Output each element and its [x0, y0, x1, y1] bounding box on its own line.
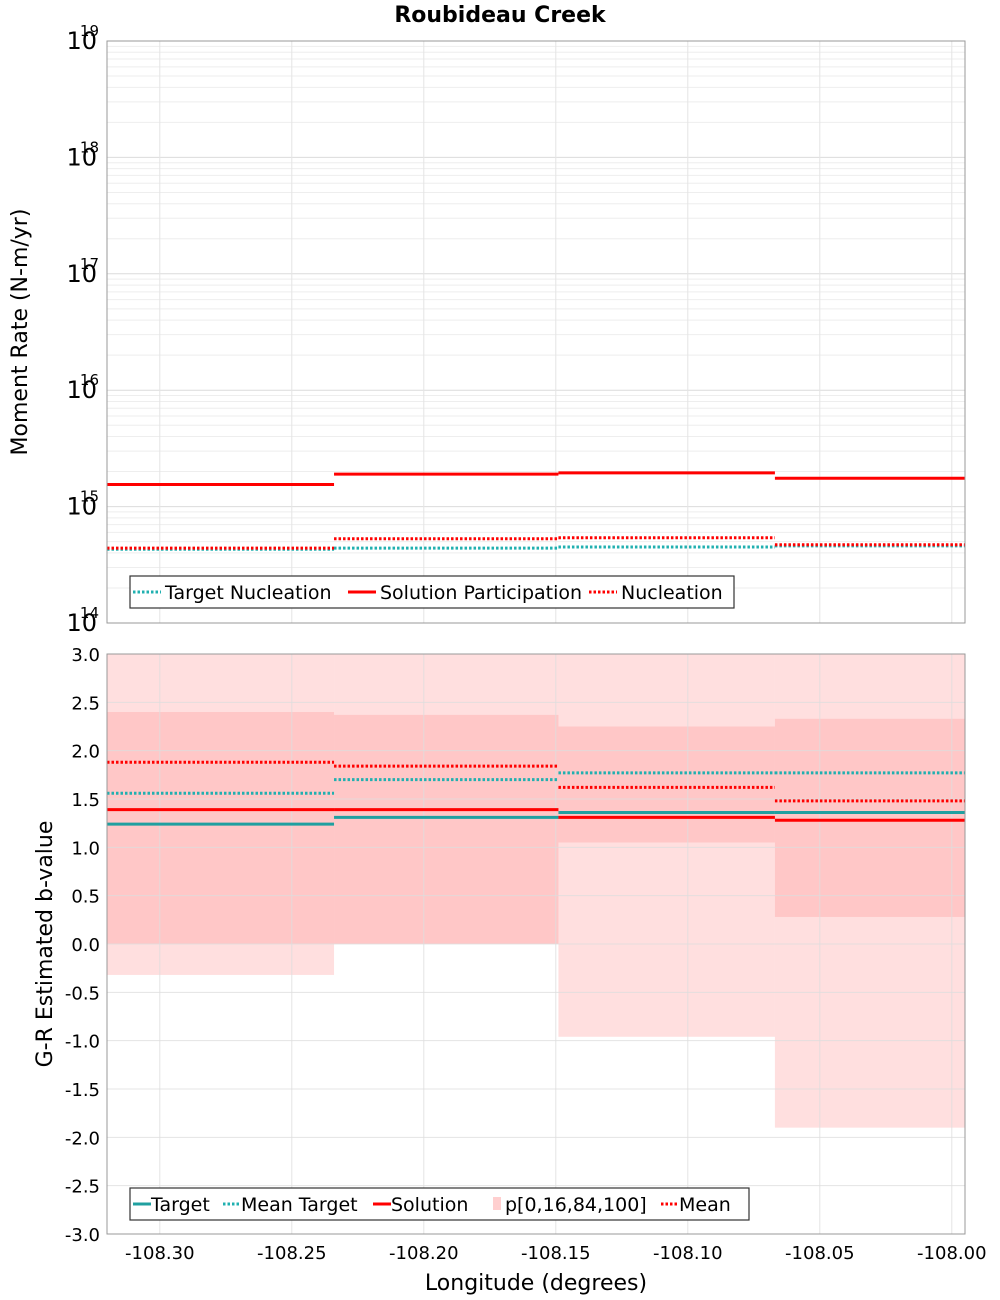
bottom-y-tick-label: -2.5 — [65, 1177, 100, 1198]
top-y-tick-exponent: 15 — [80, 488, 99, 506]
bottom-series-lines — [107, 760, 965, 826]
x-tick-label: -108.25 — [257, 1243, 326, 1264]
top-y-tick-exponent: 18 — [80, 138, 99, 156]
bottom-y-axis-label: G-R Estimated b-value — [33, 821, 58, 1068]
bottom-legend-swatch-percentiles — [493, 1197, 501, 1210]
top-y-tick-exponent: 16 — [80, 371, 99, 389]
top-y-tick-exponent: 14 — [80, 604, 99, 622]
top-legend-box — [129, 575, 735, 609]
bottom-plot-frame — [106, 653, 966, 1235]
top-y-tick-base: 10 — [66, 376, 97, 404]
bottom-legend: Target Mean Target Solution p[0,16,84,100] M… — [129, 1187, 750, 1221]
top-legend-label-target-nucleation: Target Nucleation — [164, 582, 332, 604]
top-y-tick-base: 10 — [66, 27, 97, 55]
top-plot-frame — [106, 40, 966, 624]
bottom-y-tick-label: -0.5 — [65, 983, 100, 1004]
top-y-tick-base: 10 — [66, 260, 97, 288]
top-y-tick-base: 10 — [66, 493, 97, 521]
bottom-y-tick-label: 2.5 — [71, 693, 100, 714]
top-legend-label-nucleation: Nucleation — [621, 582, 723, 604]
bottom-legend-label-mean: Mean — [679, 1194, 731, 1216]
x-tick-label: -108.20 — [389, 1243, 458, 1264]
bottom-legend-label-solution: Solution — [391, 1194, 468, 1216]
top-series-lines — [107, 471, 965, 551]
bottom-y-tick-label: 0.5 — [71, 887, 100, 908]
top-y-tick-exponent: 17 — [80, 255, 99, 273]
bottom-y-tick-label: 1.0 — [71, 838, 100, 859]
band-p16-p84-1 — [107, 712, 335, 944]
bottom-legend-label-target: Target — [150, 1194, 210, 1216]
bottom-legend-label-percentiles: p[0,16,84,100] — [505, 1194, 647, 1216]
top-y-tick-exponent: 19 — [80, 22, 99, 40]
x-tick-label: -108.00 — [917, 1243, 986, 1264]
bottom-y-tick-label: 0.0 — [71, 935, 100, 956]
bottom-y-tick-label: 2.0 — [71, 742, 100, 763]
bottom-y-tick-label: -1.5 — [65, 1080, 100, 1101]
band-p0-p100-4 — [774, 654, 965, 1128]
b-value-panel: -3.0 -2.5 -2.0 -1.5 -1.0 -0.5 0.0 0.5 1.0 1.5 2.0 2… — [33, 645, 987, 1296]
top-gridlines — [107, 41, 965, 624]
x-tick-label: -108.10 — [653, 1243, 722, 1264]
bottom-y-tick-label: -1.0 — [65, 1032, 100, 1053]
band-p0-p100-1 — [107, 654, 335, 975]
bottom-y-tick-label: 3.0 — [71, 645, 100, 666]
bottom-legend-label-mean-target: Mean Target — [241, 1194, 358, 1216]
x-tick-label: -108.15 — [521, 1243, 590, 1264]
top-legend-label-solution-participation: Solution Participation — [380, 582, 582, 604]
top-y-tick-base: 10 — [66, 609, 97, 637]
x-tick-label: -108.05 — [785, 1243, 854, 1264]
x-tick-label: -108.30 — [125, 1243, 194, 1264]
x-tick-labels: -108.30 -108.25 -108.20 -108.15 -108.10 -108.… — [125, 1243, 986, 1264]
bottom-y-tick-label: -3.0 — [65, 1225, 100, 1246]
band-p16-p84-2 — [334, 714, 559, 944]
band-p16-p84-3 — [558, 726, 775, 843]
chart-title: Roubideau Creek — [394, 3, 607, 28]
bottom-y-tick-labels: -3.0 -2.5 -2.0 -1.5 -1.0 -0.5 0.0 0.5 1.0 1.5 2.0 2… — [65, 645, 100, 1246]
top-y-tick-base: 10 — [66, 143, 97, 171]
x-axis-label: Longitude (degrees) — [425, 1271, 647, 1296]
bottom-y-tick-label: -2.0 — [65, 1128, 100, 1149]
top-legend: Target Nucleation Solution Participation N… — [129, 575, 735, 609]
percentile-bands — [107, 654, 965, 1128]
top-y-axis-label: Moment Rate (N-m/yr) — [8, 209, 33, 456]
bottom-y-tick-label: 1.5 — [71, 790, 100, 811]
band-p0-p100-3 — [558, 654, 775, 1037]
band-p16-p84-4 — [774, 718, 965, 917]
